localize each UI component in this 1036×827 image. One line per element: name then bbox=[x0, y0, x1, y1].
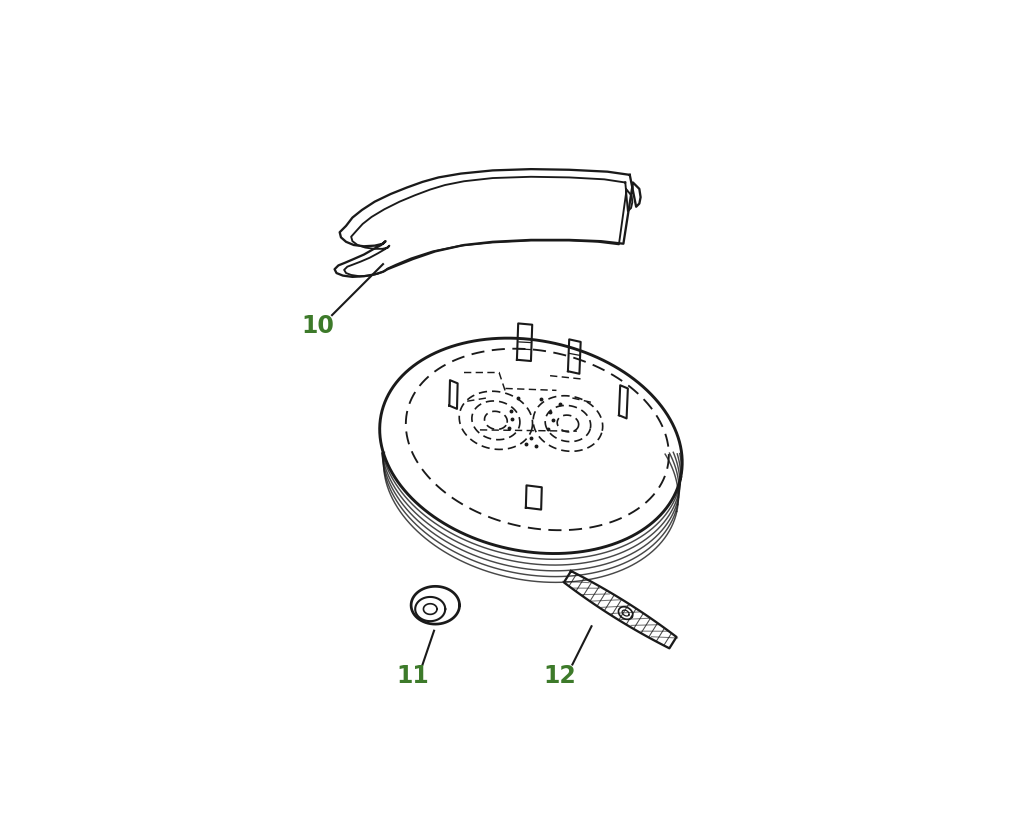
Text: 12: 12 bbox=[543, 663, 576, 687]
Text: 10: 10 bbox=[300, 313, 334, 337]
Text: 11: 11 bbox=[397, 663, 429, 687]
